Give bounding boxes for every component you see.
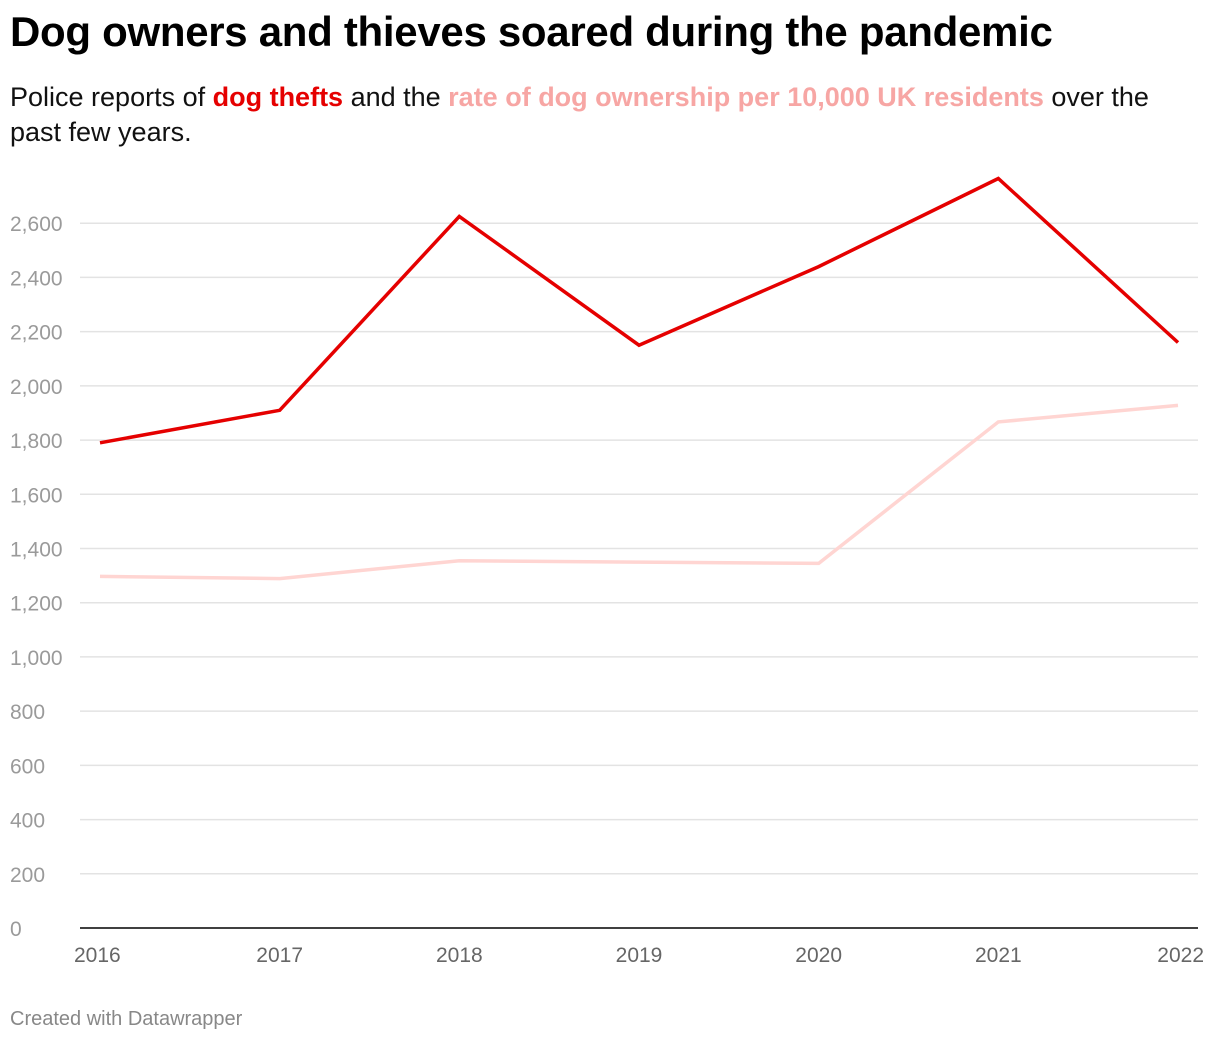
- x-tick-label-2020: 2020: [795, 944, 842, 967]
- subtitle-highlight-ownership: rate of dog ownership per 10,000 UK resi…: [448, 82, 1044, 112]
- x-tick-label-2017: 2017: [256, 944, 303, 967]
- x-tick-label-2016: 2016: [74, 944, 121, 967]
- y-tick-label-200: 200: [10, 864, 45, 887]
- y-tick-label-800: 800: [10, 701, 45, 724]
- series-line-dog-ownership: [99, 403, 1179, 581]
- y-tick-label-400: 400: [10, 810, 45, 833]
- series-line-dog-thefts: [99, 176, 1180, 445]
- y-tick-label-1400: 1,400: [10, 539, 63, 562]
- x-tick-label-2019: 2019: [616, 944, 663, 967]
- y-tick-label-2000: 2,000: [10, 376, 63, 399]
- y-tick-label-1200: 1,200: [10, 593, 63, 616]
- y-tick-label-2200: 2,200: [10, 322, 63, 345]
- x-tick-label-2022: 2022: [1157, 944, 1204, 967]
- y-tick-label-2600: 2,600: [10, 213, 63, 236]
- chart-subtitle: Police reports of dog thefts and the rat…: [10, 80, 1190, 150]
- y-tick-label-1600: 1,600: [10, 484, 63, 507]
- chart-title: Dog owners and thieves soared during the…: [10, 8, 1053, 55]
- x-tick-label-2018: 2018: [436, 944, 483, 967]
- footer-credit: Created with Datawrapper: [10, 1008, 243, 1030]
- subtitle-highlight-thefts: dog thefts: [212, 82, 344, 112]
- y-tick-label-600: 600: [10, 755, 45, 778]
- subtitle-text-2: and the: [343, 82, 449, 112]
- subtitle-text-1: Police reports of: [10, 82, 213, 112]
- y-tick-label-1000: 1,000: [10, 647, 63, 670]
- y-tick-label-1800: 1,800: [10, 430, 63, 453]
- y-tick-label-0: 0: [10, 918, 22, 941]
- y-tick-label-2400: 2,400: [10, 267, 63, 290]
- x-tick-label-2021: 2021: [975, 944, 1022, 967]
- subtitle-text-3: over the past few years.: [10, 82, 1149, 147]
